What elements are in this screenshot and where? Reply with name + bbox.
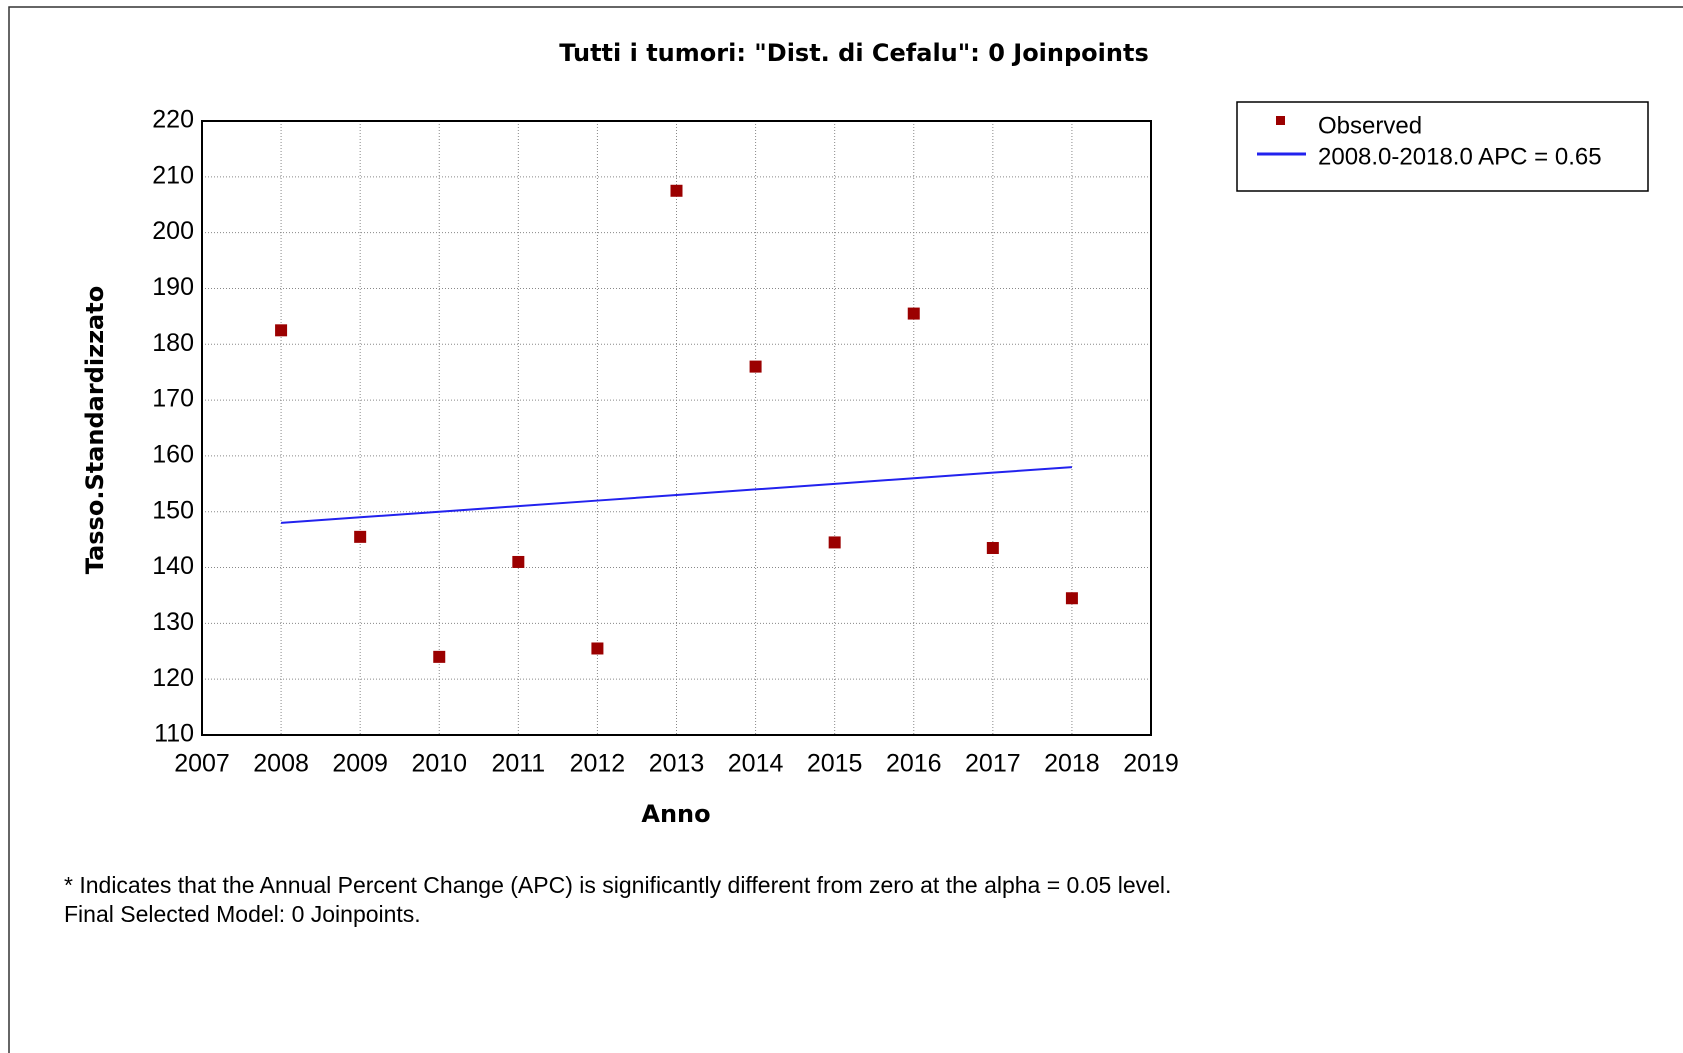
- legend-label: Observed: [1318, 112, 1422, 139]
- y-tick-label: 120: [152, 664, 194, 692]
- y-tick-label: 190: [152, 273, 194, 301]
- y-tick-label: 170: [152, 385, 194, 413]
- point: [828, 536, 841, 549]
- y-tick-label: 220: [152, 106, 194, 134]
- point: [670, 184, 683, 197]
- point: [907, 307, 920, 320]
- x-tick-label: 2011: [491, 750, 545, 778]
- y-tick-label: 140: [152, 552, 194, 580]
- x-tick-label: 2019: [1123, 750, 1179, 778]
- y-tick-label: 160: [152, 441, 194, 469]
- point: [591, 642, 604, 655]
- x-tick-label: 2010: [411, 750, 467, 778]
- x-tick-label: 2016: [886, 750, 942, 778]
- chart-title: Tutti i tumori: "Dist. di Cefalu": 0 Joi…: [559, 39, 1148, 67]
- point: [512, 555, 525, 568]
- fit-line: [281, 466, 1072, 524]
- footnote: * Indicates that the Annual Percent Chan…: [64, 872, 1171, 898]
- x-tick-label: 2009: [332, 750, 388, 778]
- point: [354, 530, 367, 543]
- point: [749, 360, 762, 373]
- x-tick-label: 2013: [649, 750, 705, 778]
- y-axis-title: Tasso.Standardizzato: [81, 286, 109, 574]
- x-tick-label: 2018: [1044, 750, 1100, 778]
- legend-marker: [1276, 116, 1285, 125]
- y-tick-label: 150: [152, 496, 194, 524]
- y-tick-label: 210: [152, 161, 194, 189]
- y-tick-label: 200: [152, 217, 194, 245]
- legend-label: 2008.0-2018.0 APC = 0.65: [1318, 143, 1602, 170]
- x-tick-label: 2017: [965, 750, 1021, 778]
- y-tick-label: 110: [154, 720, 194, 748]
- point: [986, 542, 999, 555]
- x-axis-title: Anno: [641, 800, 710, 828]
- x-tick-label: 2014: [728, 750, 784, 778]
- point: [275, 324, 288, 337]
- x-tick-label: 2007: [174, 750, 230, 778]
- frame: [8, 6, 1683, 1053]
- y-tick-label: 130: [152, 608, 194, 636]
- legend-box: [1236, 101, 1649, 192]
- plot-area: [201, 120, 1152, 736]
- x-tick-label: 2015: [807, 750, 863, 778]
- x-tick-label: 2008: [253, 750, 309, 778]
- point: [433, 650, 446, 663]
- x-tick-label: 2012: [570, 750, 626, 778]
- footnote: Final Selected Model: 0 Joinpoints.: [64, 901, 421, 927]
- point: [1065, 592, 1078, 605]
- y-tick-label: 180: [152, 329, 194, 357]
